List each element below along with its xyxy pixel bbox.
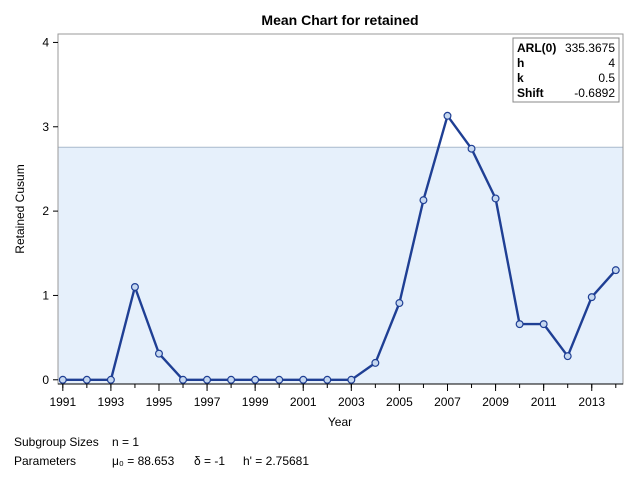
- inset-box: [512, 37, 620, 103]
- data-point: [82, 375, 91, 384]
- x-tick-label: 1993: [98, 395, 125, 409]
- data-point: [419, 196, 428, 205]
- x-tick-label: 1999: [242, 395, 269, 409]
- inset-key-shift: Shift: [517, 86, 544, 100]
- inset-value-arl: 335.3675: [565, 41, 615, 55]
- x-tick-label: 2009: [482, 395, 509, 409]
- subgroup-sizes-label: Subgroup Sizes: [14, 435, 99, 449]
- chart-footer: Subgroup Sizes n = 1 Parameters μ₀ = 88.…: [14, 435, 309, 468]
- parameter-mu: μ₀ = 88.653: [112, 454, 175, 468]
- inset-key-h: h: [517, 56, 524, 70]
- x-tick-label: 2007: [434, 395, 461, 409]
- data-point: [443, 111, 452, 120]
- x-tick-label: 1997: [194, 395, 221, 409]
- y-tick-label: 1: [42, 288, 49, 302]
- y-tick-label: 2: [42, 204, 49, 218]
- plot-area: 0 1 2 3 4 1991 1993 1995 1997 1999 2001 2003 2005 20…: [42, 33, 624, 409]
- data-point: [154, 349, 163, 358]
- parameter-delta: δ = -1: [194, 454, 225, 468]
- data-point: [203, 375, 212, 384]
- data-point: [347, 375, 356, 384]
- inset-value-k: 0.5: [598, 71, 615, 85]
- data-point: [563, 352, 572, 361]
- parameters-label: Parameters: [14, 454, 76, 468]
- inset-key-arl: ARL(0): [517, 41, 556, 55]
- inset-value-h: 4: [608, 56, 615, 70]
- data-point: [251, 375, 260, 384]
- data-point: [515, 320, 524, 329]
- inset-key-k: k: [517, 71, 524, 85]
- y-tick-label: 3: [42, 120, 49, 134]
- data-point: [179, 375, 188, 384]
- y-axis: 0 1 2 3 4: [42, 35, 58, 387]
- subgroup-sizes-value: n = 1: [112, 435, 139, 449]
- data-point: [227, 375, 236, 384]
- x-tick-label: 1991: [49, 395, 76, 409]
- x-axis: 1991 1993 1995 1997 1999 2001 2003 2005 2007 2009…: [49, 383, 623, 409]
- x-axis-label: Year: [328, 415, 352, 429]
- parameter-hprime: h' = 2.75681: [243, 454, 309, 468]
- data-point: [130, 283, 139, 292]
- decision-interval-band: [58, 147, 623, 384]
- x-tick-label: 2013: [578, 395, 605, 409]
- data-point: [539, 320, 548, 329]
- data-point: [395, 299, 404, 308]
- parameter-inset: ARL(0) 335.3675 h 4 k 0.5 Shift -0.6892: [512, 37, 620, 103]
- x-tick-label: 1995: [146, 395, 173, 409]
- x-tick-label: 2011: [531, 395, 557, 409]
- data-point: [611, 266, 620, 275]
- y-axis-label: Retained Cusum: [13, 164, 27, 253]
- x-tick-label: 2003: [338, 395, 365, 409]
- chart-title: Mean Chart for retained: [261, 12, 418, 28]
- data-point: [106, 375, 115, 384]
- data-point: [467, 144, 476, 153]
- inset-value-shift: -0.6892: [574, 86, 615, 100]
- data-point: [491, 194, 500, 203]
- data-point: [371, 358, 380, 367]
- x-tick-label: 2001: [290, 395, 317, 409]
- data-points: [58, 111, 620, 384]
- data-point: [58, 375, 67, 384]
- y-tick-label: 4: [42, 35, 49, 49]
- data-point: [275, 375, 284, 384]
- x-tick-label: 2005: [386, 395, 413, 409]
- data-point: [299, 375, 308, 384]
- data-point: [587, 293, 596, 302]
- y-tick-label: 0: [42, 373, 49, 387]
- data-point: [323, 375, 332, 384]
